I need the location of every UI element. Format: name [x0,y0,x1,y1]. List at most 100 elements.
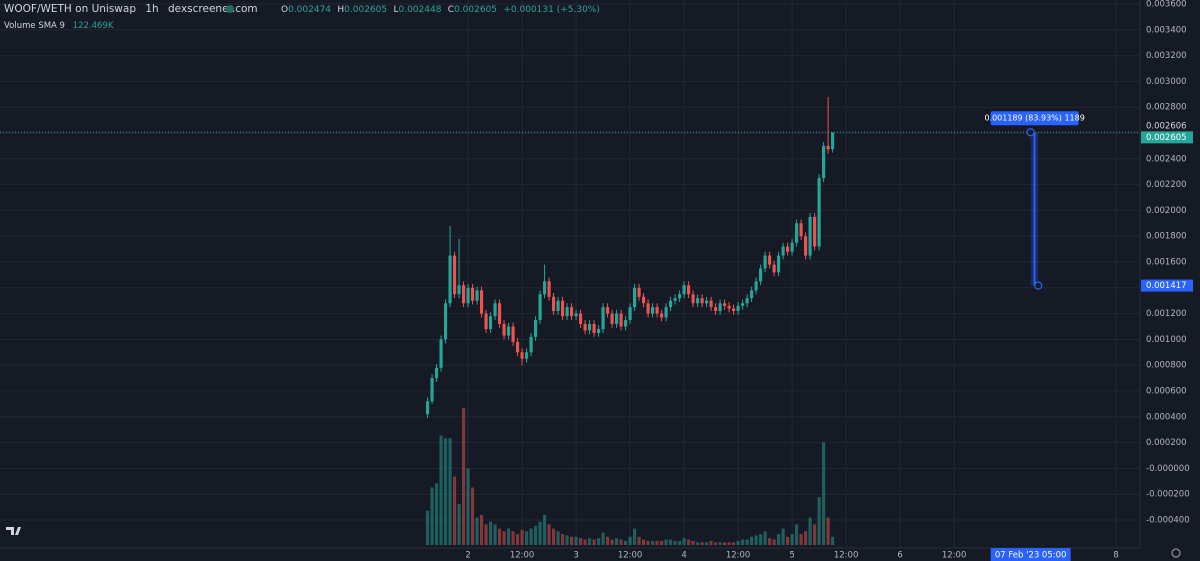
volume-bar [687,539,691,545]
candle-body [610,313,614,324]
volume-bar [470,487,475,545]
volume-bar [533,525,538,545]
y-tick-label: 0.002800 [1146,103,1187,113]
x-tick-label: 12:00 [726,551,751,561]
candle-body [529,336,533,353]
candle-body [511,326,515,342]
candle-body [443,303,448,340]
candle-body [655,307,659,314]
candle-body [772,264,776,273]
ohlc-key: H [337,5,344,15]
candle-body [619,313,623,327]
volume-bar [488,521,493,545]
volume-bar [826,517,830,545]
time-axis [0,548,1140,561]
candle-body [606,307,610,314]
volume-bar [790,534,794,545]
candle-body [520,352,524,359]
volume-bar [479,514,484,545]
axes: 0.003600 0.003400 0.003200 0.003000 0.002800… [465,0,1193,561]
volume-bar [583,539,587,545]
volume-bar [669,539,673,545]
volume-bar [592,539,596,545]
settings-icon[interactable] [1171,548,1181,558]
candle-body [601,307,605,330]
x-tick-label: 3 [573,551,578,561]
candle-body [461,285,466,304]
volume-bar [786,536,790,545]
y-tick-label: 0.003400 [1146,25,1187,35]
measure-price-label: 0.001417 [1146,281,1187,291]
crosshair-time-label: 07 Feb '23 05:00 [995,551,1067,561]
volume-bar [741,539,745,545]
volume-bar [700,542,704,545]
candle-body [822,145,826,179]
candle-body [547,281,551,297]
candle-body [763,255,767,269]
last-price-label-box [1141,131,1193,144]
candle-body [560,300,565,317]
measure-handle [1026,128,1035,137]
x-tick-label: 12:00 [942,551,967,561]
volume-bar [705,542,709,545]
volume-bar [588,538,592,545]
candle-body [457,285,461,295]
volume-bar [574,536,578,545]
candle-body [741,303,745,306]
volume-bar [655,540,659,545]
candle-body [633,287,637,308]
pair-title: WOOF/WETH on Uniswap [4,3,136,15]
volume-bar [750,536,754,545]
interval: 1h [145,3,158,15]
y-tick-label: 0.003000 [1146,77,1187,87]
candles [425,96,835,419]
volume-pane [425,408,835,545]
candle-body [583,323,587,331]
volume-bar [597,538,601,545]
ohlc-value: 0.002605 [344,5,387,15]
candle-body [696,298,700,304]
source: dexscreener.com [168,3,258,15]
candle-body [750,290,754,299]
x-tick-label: 8 [1113,551,1118,561]
volume-bar [664,539,668,545]
candle-body [687,285,691,295]
volume-bar [529,528,533,545]
volume-bar [439,435,443,545]
candle-body [497,303,502,324]
y-tick-label: -0.000200 [1146,490,1190,500]
y-tick-label: 0.000400 [1146,412,1187,422]
x-tick-label: 12:00 [618,551,643,561]
volume-bar [718,542,722,545]
candle-body [448,255,452,304]
volume-bar [506,528,511,545]
candle-body [430,378,434,402]
tv-logo [6,527,21,535]
x-tick-label: 12:00 [510,551,535,561]
volume-bar [524,531,529,545]
volume-bar [808,517,812,545]
volume-bar [497,528,502,545]
measure-price-label-box [1141,279,1193,292]
volume-bar [660,540,664,545]
y-tick-label: 0.003600 [1146,0,1187,9]
candle-body [434,367,439,379]
volume-bar [714,542,718,545]
volume-bar [425,510,430,545]
y-tick-label: 0.001000 [1146,335,1187,345]
candle-body [799,223,803,237]
candle-body [651,307,655,314]
candle-body [732,308,736,312]
candle-body [795,223,799,243]
volume-bar [745,539,749,545]
candle-body [700,298,704,304]
volume-bar [822,442,826,545]
volume-bar [515,534,520,545]
crosshair-price-label: 0.002606 [1146,122,1187,132]
candle-body [588,323,592,331]
volume-bar [484,524,488,545]
candle-body [808,216,812,256]
volume-bar [475,517,479,545]
x-tick-label: 12:00 [834,551,859,561]
y-tick-label: 0.000600 [1146,387,1187,397]
